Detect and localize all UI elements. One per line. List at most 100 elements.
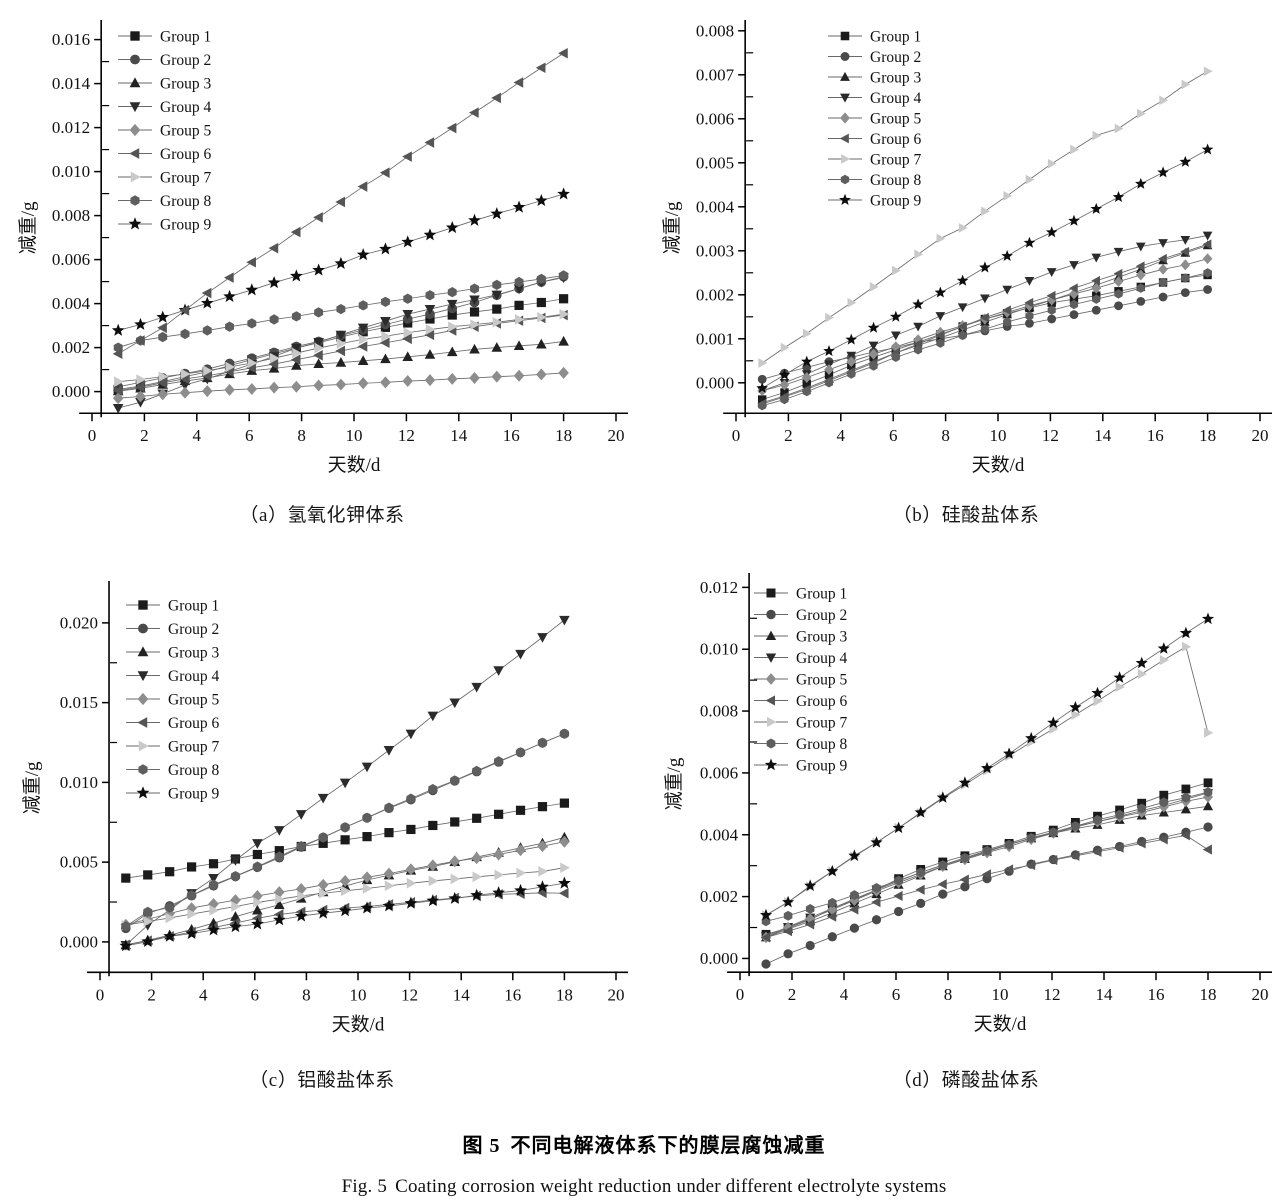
data-point (980, 294, 990, 304)
series-group-7-b (758, 66, 1213, 368)
data-point (297, 890, 307, 902)
data-point (252, 849, 262, 860)
data-point (163, 929, 176, 942)
data-point (758, 400, 767, 411)
data-point (1181, 641, 1192, 652)
y-tick-label-b: 0.003 (696, 241, 734, 260)
data-point (158, 371, 169, 382)
y-tick-label-b: 0.002 (696, 285, 734, 304)
data-point (1158, 834, 1168, 845)
data-point (1159, 790, 1169, 800)
data-point (870, 836, 883, 848)
data-point (291, 360, 302, 370)
data-point (361, 762, 373, 773)
legend-label: Group 7 (168, 739, 219, 756)
data-point (1092, 130, 1102, 141)
data-point (1091, 253, 1102, 263)
data-point (231, 901, 241, 912)
chart-panel-d: 0.000 0.002 0.004 0.006 0.008 0.010 0.012 0 2 4 6 8… (644, 545, 1288, 1110)
data-point (869, 361, 878, 371)
data-point (536, 273, 546, 285)
y-tick-label-a: 0.010 (52, 162, 90, 181)
x-tick-label-b: 8 (941, 426, 950, 445)
data-point (449, 698, 461, 709)
data-point (1180, 830, 1190, 841)
data-point (958, 330, 967, 340)
data-point (979, 261, 991, 273)
x-tick-label-c: 12 (401, 985, 418, 1004)
data-point (559, 798, 569, 808)
subcaption-a-text: 氢氧化钾体系 (287, 505, 405, 526)
charts-grid: 0.000 0.002 0.004 0.006 0.008 0.010 0.012 0.014… (17, 20, 1288, 1110)
legend-marker-triangle-up-icon (840, 71, 850, 81)
legend-label: Group 5 (168, 692, 219, 709)
legend-label: Group 9 (168, 786, 219, 803)
data-point (783, 949, 793, 959)
data-point (849, 923, 860, 933)
data-point (1203, 66, 1213, 77)
data-point (1203, 787, 1213, 798)
legend-marker-triangle-down-icon (129, 102, 141, 113)
data-point (472, 871, 483, 883)
x-tick-label-a: 18 (555, 426, 572, 445)
y-tick-label-d: 0.000 (700, 949, 738, 968)
data-point (1070, 850, 1080, 861)
data-point (494, 756, 504, 767)
data-point (335, 330, 347, 341)
legend-d: Group 1 Group 2 Group 3 Group 4 Group 5 Group… (754, 586, 847, 775)
data-point (247, 318, 257, 329)
figure-caption-en-text: Coating corrosion weight reduction under… (395, 1176, 947, 1197)
data-point (469, 307, 480, 317)
legend-label: Group 1 (870, 29, 921, 46)
legend-marker-triangle-right-icon (841, 154, 851, 164)
data-point (223, 289, 236, 302)
data-point (446, 122, 457, 134)
legend-marker-square-icon (766, 588, 776, 598)
data-point (915, 884, 925, 895)
data-point (135, 390, 146, 403)
data-point (403, 293, 413, 304)
data-point (1137, 668, 1147, 680)
data-point (428, 875, 439, 887)
series-group-9-a (111, 187, 570, 336)
x-tick-label-b: 12 (1042, 426, 1059, 445)
data-point (180, 328, 190, 340)
data-point (847, 297, 857, 308)
y-axis-title-b: 减重/g (661, 201, 683, 254)
data-point (1202, 844, 1212, 855)
data-point (1180, 246, 1190, 257)
data-point (246, 382, 258, 395)
data-point (314, 307, 324, 318)
data-point (340, 885, 351, 897)
data-point (317, 793, 329, 804)
data-point (934, 286, 947, 298)
data-point (559, 615, 570, 626)
data-point (469, 295, 480, 306)
x-tick-label-a: 16 (503, 426, 520, 445)
data-point (491, 370, 503, 383)
series-group-7-a (114, 308, 570, 387)
x-tick-label-c: 20 (608, 985, 625, 1004)
data-point (358, 300, 368, 311)
legend-marker-triangle-right-icon (130, 171, 141, 183)
legend-label: Group 9 (160, 217, 211, 234)
chart-svg-d: 0.000 0.002 0.004 0.006 0.008 0.010 0.012 0 2 4 6 8… (663, 573, 1272, 1035)
data-point (290, 354, 301, 365)
data-point (1181, 784, 1191, 794)
data-point (960, 882, 970, 892)
data-point (914, 249, 924, 260)
series-group-6-a (112, 309, 568, 396)
subcaption-d: （d）磷酸盐体系 (644, 1065, 1288, 1092)
data-point (224, 383, 235, 396)
legend-marker-triangle-down-icon (137, 671, 149, 682)
y-tick-label-b: 0.005 (696, 153, 734, 172)
data-point (1049, 827, 1058, 838)
series-group-6-a (112, 47, 568, 360)
data-point (225, 321, 235, 332)
legend-label: Group 2 (796, 607, 847, 624)
data-point (957, 303, 968, 313)
data-point (1201, 143, 1214, 155)
legend-marker-square-icon (138, 600, 148, 610)
data-point (1068, 214, 1080, 226)
data-point (1202, 239, 1212, 250)
